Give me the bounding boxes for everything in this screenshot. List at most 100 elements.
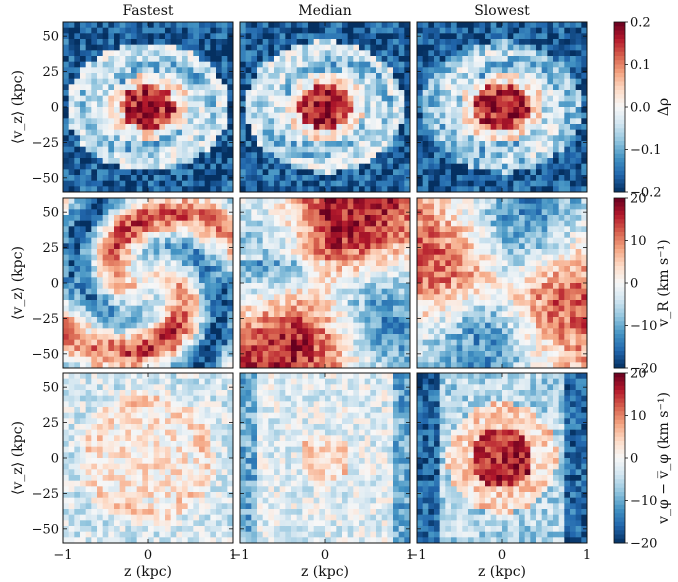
heatmap-cell bbox=[325, 322, 332, 329]
heatmap-cell bbox=[422, 266, 429, 273]
heatmap-cell bbox=[353, 254, 360, 261]
heatmap-cell bbox=[558, 78, 565, 85]
heatmap-cell bbox=[74, 152, 81, 159]
heatmap-cell bbox=[240, 107, 247, 114]
heatmap-cell bbox=[353, 260, 360, 267]
heatmap-cell bbox=[417, 362, 424, 369]
heatmap-cell bbox=[479, 260, 486, 267]
heatmap-cell bbox=[468, 305, 475, 312]
heatmap-cell bbox=[473, 50, 480, 57]
heatmap-cell bbox=[85, 300, 92, 307]
heatmap-cell bbox=[170, 73, 177, 80]
heatmap-cell bbox=[330, 226, 337, 233]
heatmap-cell bbox=[91, 169, 98, 176]
heatmap-cell bbox=[74, 198, 81, 205]
heatmap-cell bbox=[381, 135, 388, 142]
heatmap-cell bbox=[330, 124, 337, 131]
heatmap-cell bbox=[251, 305, 258, 312]
heatmap-cell bbox=[536, 175, 543, 182]
heatmap-cell bbox=[114, 152, 121, 159]
heatmap-cell bbox=[445, 271, 452, 278]
heatmap-cell bbox=[176, 243, 183, 250]
heatmap-cell bbox=[342, 266, 349, 273]
heatmap-cell bbox=[80, 203, 87, 210]
heatmap-cell bbox=[342, 39, 349, 46]
heatmap-cell bbox=[387, 232, 394, 239]
heatmap-cell bbox=[85, 283, 92, 290]
heatmap-cell bbox=[325, 351, 332, 358]
heatmap-cell bbox=[285, 328, 292, 335]
heatmap-cell bbox=[564, 158, 571, 165]
heatmap-cell bbox=[268, 356, 275, 363]
heatmap-cell bbox=[274, 152, 281, 159]
heatmap-cell bbox=[398, 254, 405, 261]
heatmap-cell bbox=[159, 362, 166, 369]
heatmap-cell bbox=[451, 61, 458, 68]
heatmap-cell bbox=[108, 146, 115, 153]
heatmap-cell bbox=[182, 300, 189, 307]
heatmap-cell bbox=[456, 226, 463, 233]
heatmap-cell bbox=[398, 203, 405, 210]
heatmap-cell bbox=[91, 339, 98, 346]
heatmap-cell bbox=[479, 101, 486, 108]
heatmap-cell bbox=[142, 73, 149, 80]
heatmap-cell bbox=[319, 283, 326, 290]
heatmap-cell bbox=[74, 73, 81, 80]
heatmap-cell bbox=[359, 175, 366, 182]
heatmap-cell bbox=[74, 249, 81, 256]
heatmap-cell bbox=[398, 345, 405, 352]
heatmap-cell bbox=[204, 180, 211, 187]
heatmap-cell bbox=[353, 339, 360, 346]
heatmap-cell bbox=[336, 50, 343, 57]
heatmap-cell bbox=[159, 78, 166, 85]
heatmap-cell bbox=[575, 129, 582, 136]
heatmap-cell bbox=[398, 294, 405, 301]
heatmap-cell bbox=[342, 317, 349, 324]
heatmap-cell bbox=[227, 141, 234, 148]
heatmap-cell bbox=[485, 118, 492, 125]
heatmap-cell bbox=[148, 56, 155, 63]
heatmap-cell bbox=[553, 95, 560, 102]
heatmap-cell bbox=[353, 300, 360, 307]
heatmap-cell bbox=[581, 78, 588, 85]
heatmap-cell bbox=[85, 95, 92, 102]
heatmap-cell bbox=[547, 146, 554, 153]
heatmap-cell bbox=[530, 124, 537, 131]
heatmap-cell bbox=[221, 141, 228, 148]
heatmap-cell bbox=[359, 322, 366, 329]
heatmap-cell bbox=[376, 226, 383, 233]
heatmap-cell bbox=[199, 266, 206, 273]
heatmap-cell bbox=[227, 118, 234, 125]
heatmap-cell bbox=[387, 203, 394, 210]
heatmap-cell bbox=[468, 283, 475, 290]
heatmap-cell bbox=[182, 345, 189, 352]
heatmap-cell bbox=[74, 78, 81, 85]
heatmap-cell bbox=[393, 322, 400, 329]
heatmap-cell bbox=[359, 311, 366, 318]
heatmap-cell bbox=[507, 146, 514, 153]
heatmap-cell bbox=[381, 362, 388, 369]
heatmap-cell bbox=[308, 288, 315, 295]
heatmap-cell bbox=[80, 95, 87, 102]
heatmap-cell bbox=[422, 300, 429, 307]
heatmap-cell bbox=[342, 22, 349, 29]
heatmap-cell bbox=[142, 232, 149, 239]
heatmap-cell bbox=[125, 232, 132, 239]
heatmap-cell bbox=[456, 112, 463, 119]
heatmap-cell bbox=[485, 107, 492, 114]
heatmap-cell bbox=[245, 73, 252, 80]
heatmap-cell bbox=[268, 260, 275, 267]
heatmap-cell bbox=[176, 101, 183, 108]
heatmap-cell bbox=[131, 209, 138, 216]
heatmap-cell bbox=[428, 61, 435, 68]
heatmap-cell bbox=[575, 27, 582, 34]
heatmap-cell bbox=[553, 39, 560, 46]
heatmap-cell bbox=[439, 271, 446, 278]
heatmap-cell bbox=[519, 163, 526, 170]
heatmap-cell bbox=[279, 95, 286, 102]
heatmap-cell bbox=[142, 288, 149, 295]
heatmap-cell bbox=[74, 283, 81, 290]
heatmap-cell bbox=[319, 356, 326, 363]
heatmap-cell bbox=[347, 39, 354, 46]
heatmap-cell bbox=[80, 351, 87, 358]
